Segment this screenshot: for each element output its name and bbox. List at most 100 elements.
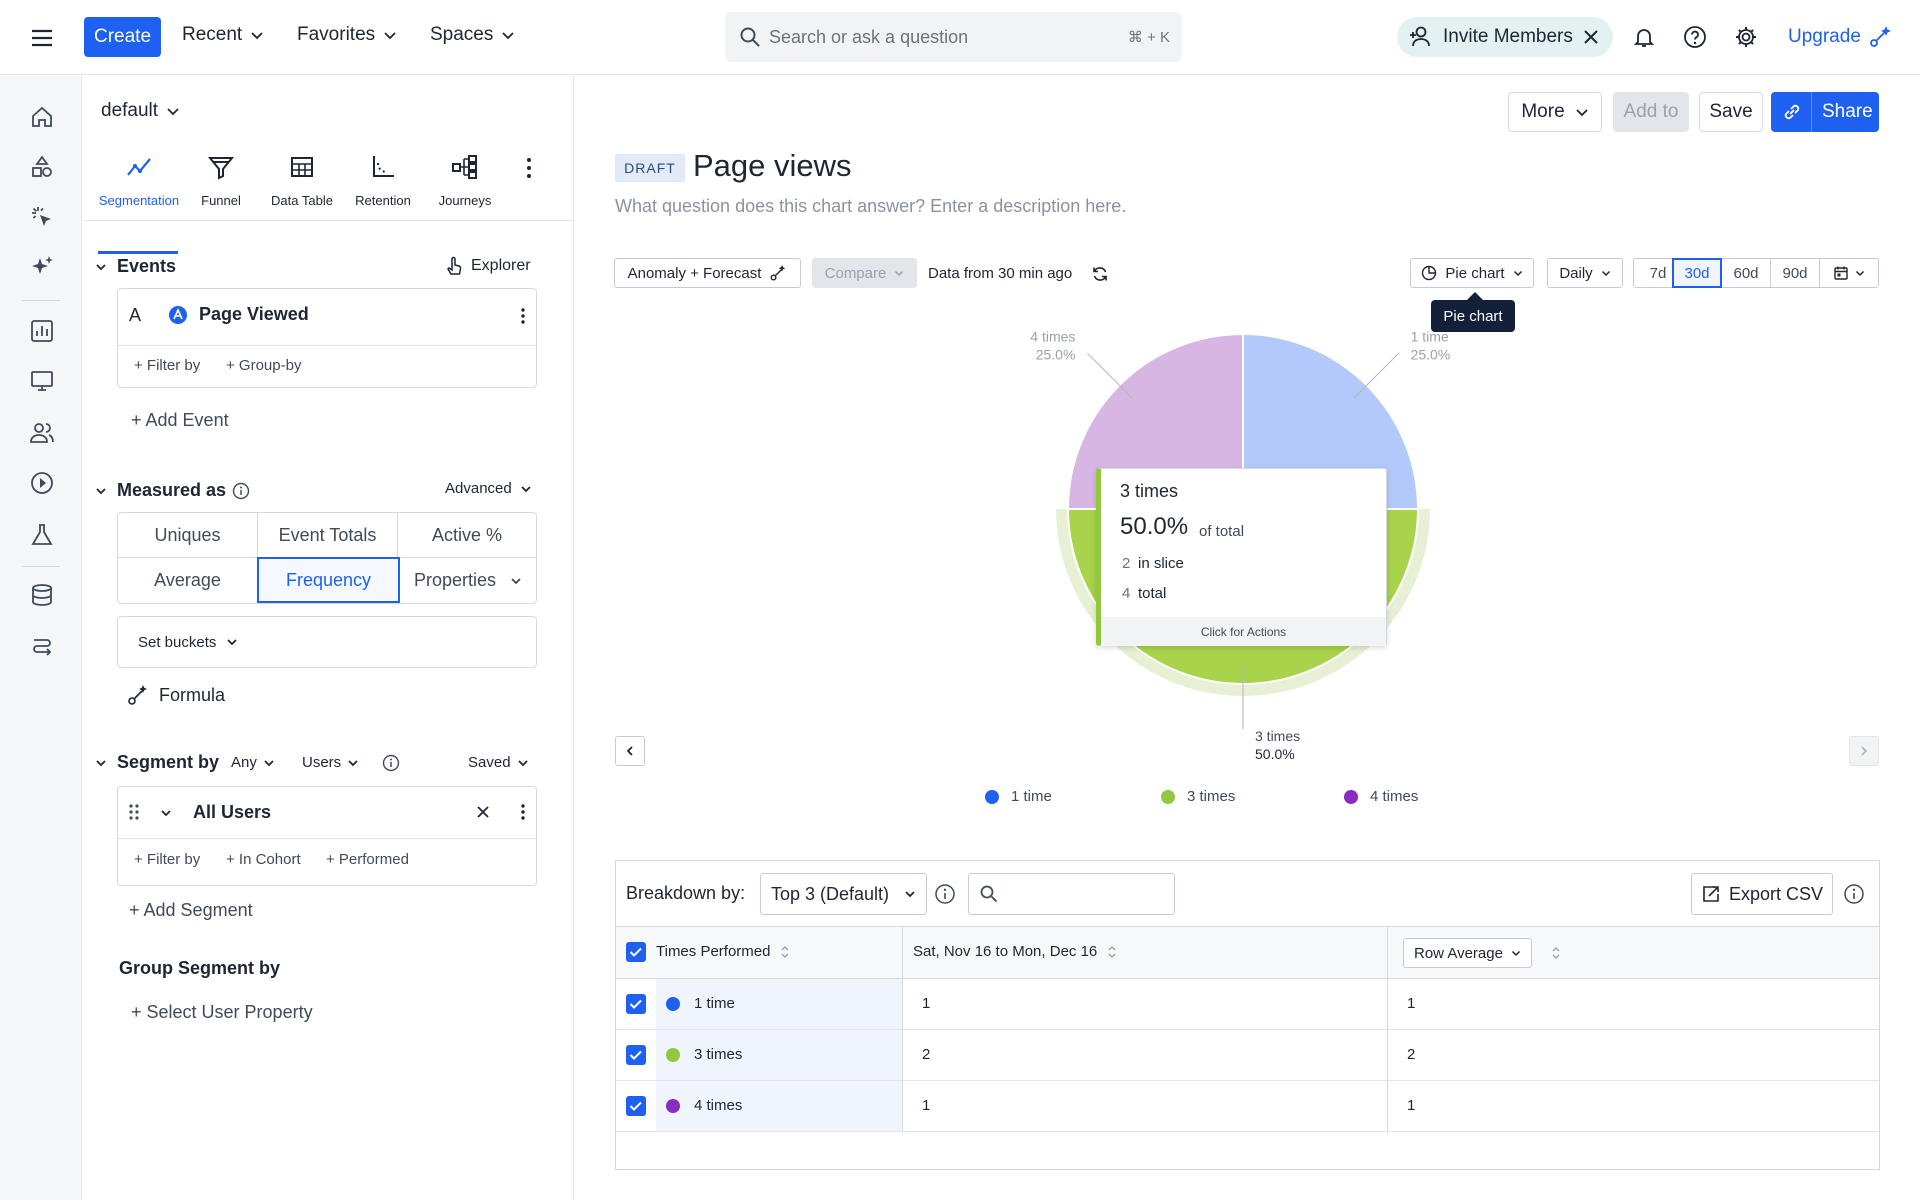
sort-icon[interactable] <box>1551 946 1561 960</box>
next-page-button[interactable] <box>1849 736 1879 766</box>
any-dropdown[interactable]: Any <box>231 754 275 771</box>
nav-spaces[interactable]: Spaces <box>430 24 515 46</box>
segment-section-header[interactable]: Segment by <box>95 752 219 773</box>
table-row[interactable]: 4 times 1 1 <box>616 1081 1879 1132</box>
performed-link[interactable]: + Performed <box>326 851 409 868</box>
range-90d[interactable]: 90d <box>1770 258 1820 288</box>
help-icon[interactable] <box>1683 25 1707 49</box>
bell-icon[interactable] <box>1632 25 1656 49</box>
experiment-icon[interactable] <box>29 522 55 548</box>
more-vertical-icon[interactable] <box>519 803 527 821</box>
sparkles-icon[interactable] <box>29 254 55 280</box>
more-vertical-icon[interactable] <box>519 307 527 325</box>
info-icon[interactable] <box>934 883 956 905</box>
segment-name[interactable]: All Users <box>193 802 272 822</box>
breakdown-search[interactable] <box>968 873 1175 915</box>
slice-tooltip[interactable]: 3 times 50.0% of total 2 in slice 4 tota… <box>1096 468 1387 646</box>
chevron-down-icon[interactable] <box>160 807 172 819</box>
session-replay-icon[interactable] <box>29 470 55 496</box>
table-row[interactable]: 3 times 2 2 <box>616 1030 1879 1081</box>
gear-icon[interactable] <box>1734 25 1758 49</box>
upgrade-link[interactable]: Upgrade <box>1788 24 1893 50</box>
tab-segmentation[interactable]: Segmentation <box>98 151 180 295</box>
click-icon[interactable] <box>29 204 55 230</box>
option-frequency[interactable]: Frequency <box>257 557 400 603</box>
chart-type-dropdown[interactable]: Pie chart <box>1410 258 1534 288</box>
option-properties[interactable]: Properties <box>400 558 536 603</box>
link-icon[interactable] <box>1772 92 1812 132</box>
range-60d[interactable]: 60d <box>1721 258 1771 288</box>
search-input[interactable] <box>769 22 1109 52</box>
breakdown-select[interactable]: Top 3 (Default) <box>760 873 927 915</box>
drag-handle-icon[interactable] <box>128 803 140 821</box>
option-active-percent[interactable]: Active % <box>398 513 536 558</box>
monitor-icon[interactable] <box>29 368 55 394</box>
range-30d[interactable]: 30d <box>1672 258 1722 288</box>
tab-journeys[interactable]: Journeys <box>424 151 506 295</box>
events-section-header[interactable]: Events <box>95 256 176 277</box>
tooltip-footer[interactable]: Click for Actions <box>1101 617 1386 646</box>
segment-filter-by-link[interactable]: + Filter by <box>134 851 201 868</box>
info-icon[interactable] <box>382 754 400 772</box>
more-vertical-icon[interactable] <box>523 155 535 181</box>
chart-description[interactable]: What question does this chart answer? En… <box>615 196 1127 216</box>
tab-funnel[interactable]: Funnel <box>180 151 262 295</box>
date-range-header[interactable]: Sat, Nov 16 to Mon, Dec 16 <box>913 943 1117 960</box>
event-name[interactable]: Page Viewed <box>199 304 309 324</box>
filter-by-link[interactable]: + Filter by <box>134 357 201 374</box>
row-average-dropdown[interactable]: Row Average <box>1403 938 1532 968</box>
select-user-property-button[interactable]: + Select User Property <box>131 1002 313 1022</box>
info-icon[interactable] <box>1843 883 1865 905</box>
create-button[interactable]: Create <box>84 17 161 57</box>
select-all-checkbox[interactable] <box>626 942 646 962</box>
tab-data-table[interactable]: Data Table <box>261 151 343 295</box>
home-icon[interactable] <box>29 104 55 130</box>
users-dropdown[interactable]: Users <box>302 754 359 771</box>
formula-button[interactable]: Formula <box>127 684 225 706</box>
explorer-button[interactable]: Explorer <box>445 256 531 276</box>
option-average[interactable]: Average <box>118 558 258 603</box>
compare-button[interactable]: Compare <box>812 258 917 288</box>
legend-item[interactable]: 1 time <box>985 788 1052 805</box>
times-performed-header[interactable]: Times Performed <box>656 943 790 960</box>
anomaly-forecast-button[interactable]: Anomaly + Forecast <box>614 258 801 288</box>
prev-page-button[interactable] <box>615 736 645 766</box>
set-buckets-dropdown[interactable]: Set buckets <box>117 616 537 668</box>
global-search[interactable]: ⌘ + K <box>725 12 1182 62</box>
dashboard-icon[interactable] <box>29 318 55 344</box>
add-to-button[interactable]: Add to <box>1613 92 1689 132</box>
add-event-button[interactable]: + Add Event <box>131 410 229 430</box>
users-icon[interactable] <box>29 420 55 446</box>
share-button[interactable]: Share <box>1771 92 1879 132</box>
add-segment-button[interactable]: + Add Segment <box>129 900 253 920</box>
invite-members-button[interactable]: Invite Members <box>1397 17 1613 57</box>
more-button[interactable]: More <box>1508 92 1602 132</box>
option-event-totals[interactable]: Event Totals <box>258 513 398 558</box>
pipeline-icon[interactable] <box>29 632 55 658</box>
nav-favorites[interactable]: Favorites <box>297 24 397 46</box>
interval-dropdown[interactable]: Daily <box>1547 258 1623 288</box>
saved-segments-dropdown[interactable]: Saved <box>468 754 529 771</box>
close-icon[interactable] <box>1581 27 1601 47</box>
tab-retention[interactable]: Retention <box>342 151 424 295</box>
project-selector[interactable]: default <box>101 100 180 122</box>
hamburger-menu-icon[interactable] <box>28 24 56 52</box>
legend-item[interactable]: 4 times <box>1344 788 1418 805</box>
option-uniques[interactable]: Uniques <box>118 513 258 558</box>
chart-title[interactable]: Page views <box>693 148 852 183</box>
export-csv-button[interactable]: Export CSV <box>1691 873 1833 915</box>
row-checkbox[interactable] <box>626 994 646 1014</box>
shapes-icon[interactable] <box>29 154 55 180</box>
save-button[interactable]: Save <box>1699 92 1763 132</box>
table-row[interactable]: 1 time 1 1 <box>616 979 1879 1030</box>
row-checkbox[interactable] <box>626 1045 646 1065</box>
advanced-toggle[interactable]: Advanced <box>445 480 532 497</box>
row-checkbox[interactable] <box>626 1096 646 1116</box>
group-by-link[interactable]: + Group-by <box>226 357 302 374</box>
close-icon[interactable] <box>475 804 491 820</box>
legend-item[interactable]: 3 times <box>1161 788 1235 805</box>
refresh-icon[interactable] <box>1091 265 1109 283</box>
in-cohort-link[interactable]: + In Cohort <box>226 851 301 868</box>
nav-recent[interactable]: Recent <box>182 24 264 46</box>
measured-section-header[interactable]: Measured as <box>95 480 250 501</box>
